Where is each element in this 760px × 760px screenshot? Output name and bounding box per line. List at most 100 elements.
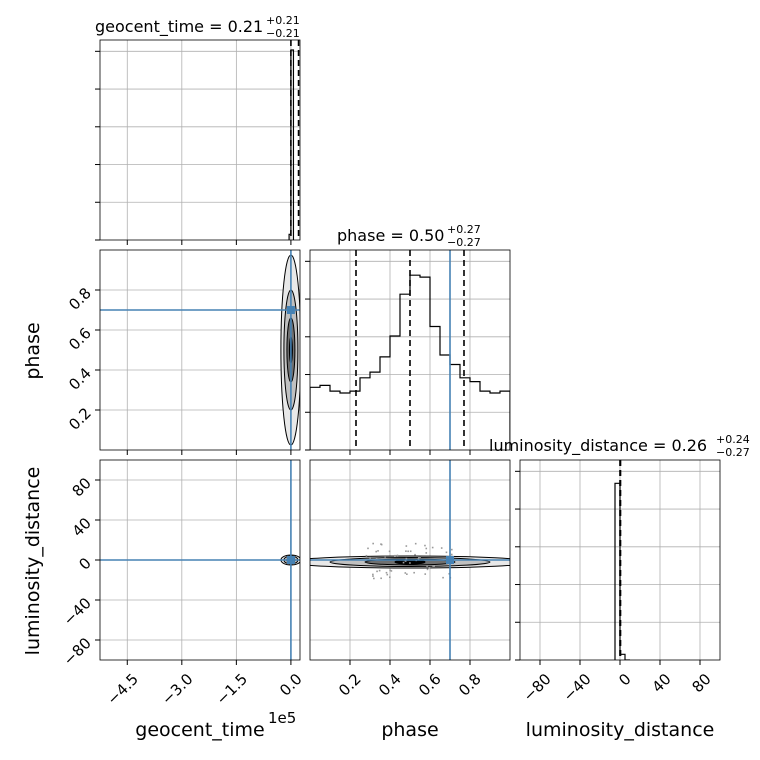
x-tick-label-luminosity-distance-3: 40	[649, 670, 675, 696]
x-tick-label-geocent-time-2: −1.5	[213, 670, 251, 708]
y-tick-label-phase-1: 0.4	[65, 364, 95, 394]
x-tick-label-luminosity-distance-4: 80	[689, 670, 715, 696]
x-tick-label-luminosity-distance-2: 0	[615, 670, 634, 689]
scatter-point	[419, 556, 421, 559]
panel-frame	[99, 249, 301, 451]
x-tick-label-phase-1: 0.4	[375, 670, 405, 700]
y-tick-label-phase-3: 0.8	[65, 284, 95, 314]
scatter-point	[428, 567, 431, 569]
scatter-point	[417, 557, 420, 560]
scatter-point	[433, 565, 435, 568]
scatter-point	[375, 550, 377, 553]
scatter-point	[442, 576, 444, 579]
y-axis-label-luminosity-distance: luminosity_distance	[22, 467, 44, 656]
scatter-point	[426, 568, 429, 571]
histogram-luminosity-distance	[614, 482, 630, 660]
scatter-point	[384, 556, 386, 558]
scatter-point	[407, 550, 409, 553]
scatter-point	[376, 570, 378, 573]
scatter-point	[424, 573, 427, 575]
scatter-point	[390, 570, 393, 572]
scatter-point	[404, 572, 407, 574]
truth-marker	[286, 556, 295, 564]
scatter-point	[413, 571, 415, 574]
scatter-point	[377, 550, 379, 552]
title-phase: phase = 0.50	[337, 226, 444, 245]
x-tick-label-phase-0: 0.2	[335, 670, 365, 700]
scatter-point	[418, 556, 420, 559]
scatter-point	[424, 544, 426, 547]
scatter-point	[389, 569, 391, 572]
panel-frame	[309, 249, 511, 451]
title-geocent-time-upper: +0.21	[266, 14, 300, 27]
scatter-point	[409, 562, 411, 564]
scatter-point	[388, 550, 391, 553]
scatter-point	[380, 543, 382, 545]
x-axis-label-luminosity-distance: luminosity_distance	[526, 719, 715, 741]
x-tick-label-phase-3: 0.8	[455, 670, 485, 700]
y-tick-label-luminosity-distance-4: 80	[69, 474, 95, 500]
scatter-point	[378, 569, 381, 572]
scatter-point	[426, 565, 428, 567]
scatter-point	[367, 547, 369, 550]
scatter-point	[375, 557, 378, 560]
scatter-point	[406, 573, 408, 576]
panel-geocent-time-geocent-time	[95, 39, 301, 245]
scatter-point	[425, 552, 428, 554]
panel-body	[310, 250, 510, 450]
x-tick-label-luminosity-distance-0: −80	[520, 670, 555, 705]
x-tick-label-geocent-time-0: −4.5	[104, 670, 142, 708]
title-phase-lower: −0.27	[447, 236, 481, 249]
y-tick-label-luminosity-distance-1: −40	[60, 594, 95, 629]
y-tick-label-luminosity-distance-2: 0	[75, 554, 94, 573]
scatter-point	[432, 565, 434, 567]
x-tick-label-luminosity-distance-1: −40	[560, 670, 595, 705]
scatter-point	[405, 545, 408, 547]
panel-body	[310, 460, 510, 660]
panel-phase-phase	[305, 249, 511, 455]
title-luminosity-distance-upper: +0.24	[716, 433, 750, 446]
scatter-point	[409, 550, 412, 553]
scatter-point	[425, 547, 428, 550]
scatter-point	[385, 571, 388, 574]
panel-luminosity-distance-phase: 0.2 0.4 0.6 0.8	[309, 459, 511, 700]
scatter-point	[431, 546, 434, 549]
title-luminosity-distance-lower: −0.27	[716, 446, 750, 459]
x-offset-label-geocent-time: 1e5	[268, 709, 296, 727]
scatter-point	[445, 551, 448, 554]
title-geocent-time: geocent_time = 0.21	[95, 17, 263, 37]
scatter-point	[372, 575, 374, 577]
panel-luminosity-distance-geocent-time: −4.5 −3.0 −1.5 0.0 −80 −40 0 40 80	[60, 459, 306, 709]
scatter-point	[402, 561, 405, 564]
x-tick-label-geocent-time-3: 0.0	[276, 670, 306, 700]
scatter-point	[450, 553, 453, 556]
panel-body	[100, 40, 300, 240]
scatter-point	[396, 554, 399, 557]
scatter-point	[372, 573, 374, 576]
scatter-point	[369, 556, 371, 559]
title-luminosity-distance: luminosity_distance = 0.26	[489, 436, 707, 456]
x-tick-label-geocent-time-1: −3.0	[158, 670, 196, 708]
scatter-point	[373, 577, 375, 580]
panel-frame	[309, 459, 511, 661]
x-axis-label-geocent-time: geocent_time	[135, 719, 264, 741]
scatter-point	[440, 547, 443, 549]
truth-marker	[286, 306, 295, 314]
scatter-point	[394, 554, 396, 557]
panel-body	[520, 460, 720, 660]
y-tick-label-phase-2: 0.6	[65, 324, 95, 354]
y-axis-label-phase: phase	[22, 322, 44, 379]
panel-frame	[99, 39, 301, 241]
scatter-point	[389, 576, 391, 579]
panel-body	[100, 250, 300, 450]
scatter-point	[380, 577, 382, 580]
panel-luminosity-distance-luminosity-distance: −80 −40 0 40 80	[515, 459, 721, 705]
scatter-point	[386, 573, 389, 576]
panel-phase-geocent-time: 0.2 0.4 0.6 0.8	[65, 249, 301, 455]
title-phase-upper: +0.27	[447, 223, 481, 236]
y-tick-label-phase-0: 0.2	[65, 404, 95, 434]
scatter-point	[405, 550, 407, 552]
x-tick-label-phase-2: 0.6	[415, 670, 445, 700]
panel-body	[100, 460, 300, 660]
scatter-point	[372, 542, 374, 545]
